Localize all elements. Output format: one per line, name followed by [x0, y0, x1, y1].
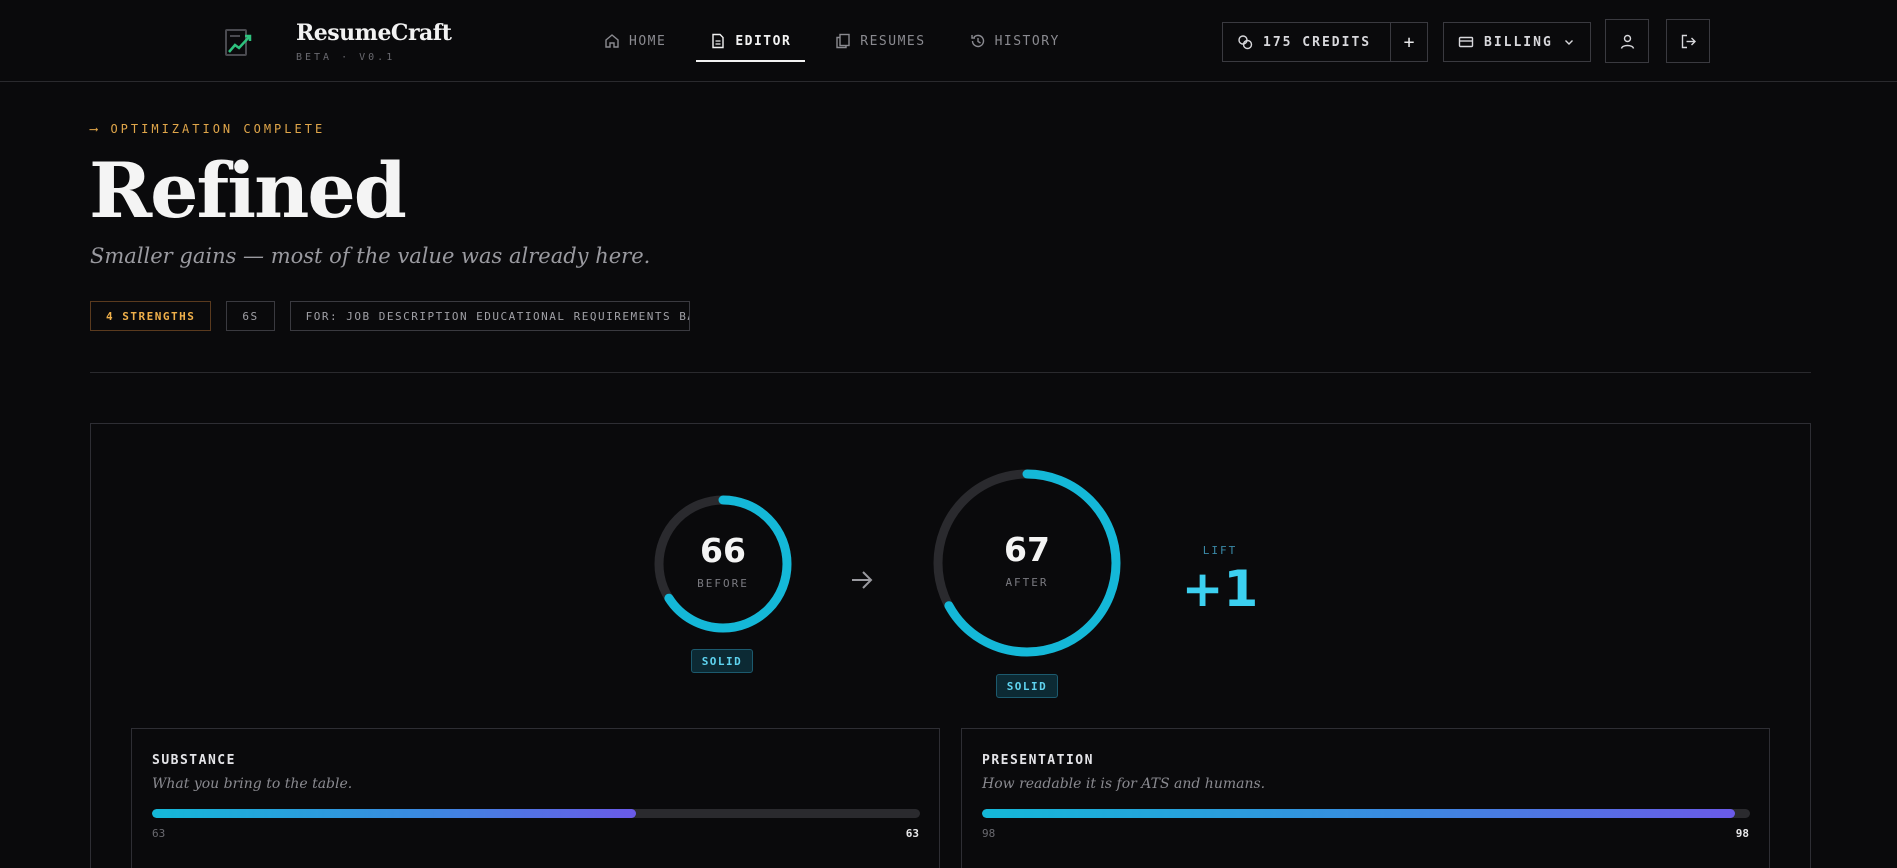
- profile-button[interactable]: [1605, 19, 1649, 63]
- copy-icon: [836, 33, 850, 49]
- after-ring-arc: [933, 469, 1121, 657]
- metric-description: How readable it is for ATS and humans.: [982, 776, 1266, 792]
- billing-label: BILLING: [1484, 34, 1553, 50]
- credit-card-icon: [1458, 36, 1474, 48]
- nav-home[interactable]: HOME: [590, 0, 680, 82]
- metric-progress-fill: [982, 809, 1735, 818]
- nav-resumes[interactable]: RESUMES: [821, 0, 939, 82]
- metric-progress-fill: [152, 809, 636, 818]
- after-rating-badge: SOLID: [996, 674, 1058, 698]
- status-eyebrow: ⟶ OPTIMIZATION COMPLETE: [90, 122, 326, 136]
- top-bar: ResumeCraft BETA · V0.1 HOME EDITOR RESU…: [0, 0, 1897, 82]
- arrow-right-icon: [852, 571, 873, 589]
- duration-chip: 6S: [226, 301, 275, 331]
- lift-value: +1: [1181, 560, 1259, 618]
- credits-button[interactable]: 175 CREDITS: [1223, 23, 1391, 61]
- document-icon: [712, 33, 725, 49]
- before-score-label: BEFORE: [697, 577, 749, 590]
- coins-icon: [1238, 35, 1253, 50]
- metric-card-presentation: PRESENTATION How readable it is for ATS …: [961, 728, 1770, 868]
- metric-card-substance: SUBSTANCE What you bring to the table. 6…: [131, 728, 940, 868]
- brand-subtitle: BETA · V0.1: [296, 52, 396, 63]
- metric-progress-track: [152, 809, 920, 818]
- home-icon: [605, 34, 619, 48]
- brand[interactable]: ResumeCraft BETA · V0.1: [224, 20, 452, 63]
- after-score-label: AFTER: [1005, 576, 1049, 589]
- history-icon: [970, 34, 984, 48]
- nav-home-label: HOME: [629, 33, 667, 49]
- before-score-value: 66: [700, 531, 746, 570]
- chart-document-icon: [225, 29, 252, 56]
- summary-chips: 4 STRENGTHS 6S FOR: JOB DESCRIPTION EDUC…: [90, 301, 690, 331]
- logout-button[interactable]: [1666, 19, 1710, 63]
- lift-label: LIFT: [1202, 544, 1238, 557]
- before-score-ring: 66 BEFORE: [652, 493, 794, 635]
- page-title: Refined: [89, 146, 407, 235]
- brand-name: ResumeCraft: [296, 20, 452, 46]
- before-ring-svg: [654, 495, 792, 633]
- job-target-chip: FOR: JOB DESCRIPTION EDUCATIONAL REQUIRE…: [289, 301, 690, 331]
- section-divider: [90, 372, 1811, 373]
- billing-dropdown[interactable]: BILLING: [1443, 22, 1591, 62]
- before-rating-badge: SOLID: [691, 649, 753, 673]
- metric-after-value: 63: [905, 827, 919, 840]
- credits-control: 175 CREDITS +: [1222, 22, 1428, 62]
- main-nav: HOME EDITOR RESUMES HISTORY: [590, 0, 1090, 82]
- logout-icon: [1681, 34, 1696, 48]
- add-credits-button[interactable]: +: [1403, 31, 1415, 53]
- strengths-chip[interactable]: 4 STRENGTHS: [90, 301, 212, 331]
- credits-label: 175 CREDITS: [1263, 34, 1372, 50]
- metric-progress-track: [982, 809, 1750, 818]
- score-card: [90, 423, 1811, 868]
- nav-history[interactable]: HISTORY: [956, 0, 1074, 82]
- nav-editor[interactable]: EDITOR: [696, 0, 806, 82]
- metric-title: PRESENTATION: [982, 753, 1094, 768]
- metric-after-value: 98: [1735, 827, 1749, 840]
- metric-description: What you bring to the table.: [152, 776, 353, 792]
- after-ring-svg: [933, 469, 1121, 657]
- before-ring-arc: [654, 495, 792, 633]
- nav-editor-label: EDITOR: [735, 33, 792, 49]
- nav-history-label: HISTORY: [994, 33, 1060, 49]
- metric-before-value: 63: [152, 827, 166, 840]
- metric-title: SUBSTANCE: [152, 753, 236, 768]
- nav-resumes-label: RESUMES: [860, 33, 926, 49]
- user-icon: [1620, 34, 1634, 49]
- chevron-down-icon: [1564, 40, 1573, 45]
- after-score-value: 67: [1004, 530, 1050, 569]
- metric-before-value: 98: [982, 827, 996, 840]
- after-score-ring: 67 AFTER: [931, 467, 1123, 659]
- page-subtitle: Smaller gains — most of the value was al…: [90, 244, 651, 268]
